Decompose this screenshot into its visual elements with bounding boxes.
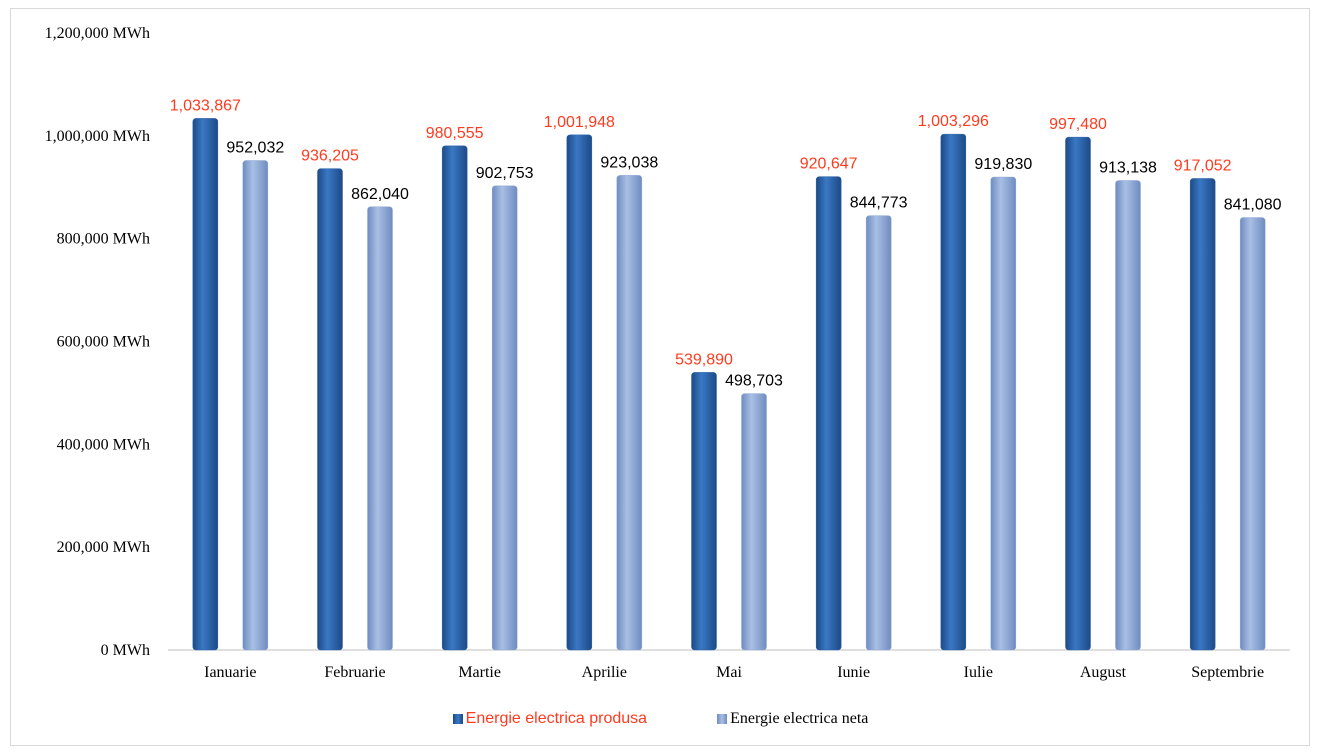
- value-labels: 1,033,867 952,032 936,205 862,040 980,555 902…: [170, 97, 1282, 389]
- y-tick-label: 600,000 MWh: [57, 334, 150, 351]
- value-label-produsa: 539,890: [675, 351, 733, 368]
- value-label-produsa: 980,555: [426, 125, 484, 142]
- category-labels: Ianuarie Februarie Martie Aprilie Mai Iunie Iu…: [204, 664, 1264, 681]
- value-label-produsa: 917,052: [1174, 157, 1232, 174]
- legend-label-produsa: Energie electrica produsa: [465, 710, 648, 727]
- x-category-label: Februarie: [324, 664, 385, 681]
- bar-neta: [865, 215, 892, 651]
- y-tick-label: 400,000 MWh: [57, 436, 150, 453]
- x-category-label: Iulie: [964, 664, 993, 681]
- y-tick-label: 1,200,000 MWh: [45, 25, 150, 42]
- bars: [192, 118, 1266, 651]
- value-label-produsa: 997,480: [1049, 116, 1107, 133]
- value-label-produsa: 1,003,296: [918, 113, 989, 130]
- value-label-neta: 902,753: [476, 165, 534, 182]
- bar-neta: [616, 175, 643, 651]
- legend-item-produsa: Energie electrica produsa: [452, 710, 648, 728]
- value-label-produsa: 1,001,948: [544, 114, 615, 131]
- bar-produsa: [1189, 178, 1216, 651]
- legend-item-neta: Energie electrica neta: [717, 710, 868, 728]
- value-label-produsa: 1,033,867: [170, 97, 241, 114]
- bar-neta: [741, 393, 767, 651]
- legend-swatch-neta: [717, 714, 728, 724]
- bar-produsa: [691, 372, 717, 651]
- value-label-neta: 913,138: [1099, 159, 1157, 176]
- value-label-neta: 862,040: [351, 186, 409, 203]
- value-label-produsa: 920,647: [800, 156, 858, 173]
- legend-label-neta: Energie electrica neta: [730, 710, 869, 727]
- bar-produsa: [317, 168, 343, 651]
- x-category-label: Ianuarie: [204, 664, 256, 681]
- bar-produsa: [815, 176, 842, 651]
- bar-neta: [1115, 180, 1141, 651]
- y-tick-label: 0 MWh: [101, 642, 150, 659]
- bar-produsa: [441, 145, 468, 651]
- x-category-label: Mai: [716, 664, 742, 681]
- value-label-neta: 923,038: [600, 154, 658, 171]
- bar-neta: [367, 206, 393, 651]
- bar-produsa: [192, 118, 219, 651]
- x-category-label: Aprilie: [582, 664, 627, 681]
- bar-neta: [1239, 217, 1266, 651]
- chart-frame: [10, 8, 1310, 746]
- value-label-neta: 498,703: [725, 373, 783, 390]
- legend-swatch-produsa: [452, 714, 463, 724]
- bar-neta: [491, 185, 518, 651]
- x-category-label: Martie: [458, 664, 501, 681]
- value-label-produsa: 936,205: [301, 148, 359, 165]
- y-axis-tick-labels: 0 MWh 200,000 MWh 400,000 MWh 600,000 MWh 80…: [45, 25, 150, 659]
- value-label-neta: 919,830: [974, 156, 1032, 173]
- bar-produsa: [1065, 136, 1091, 651]
- legend: Energie electrica produsa Energie electr…: [0, 710, 1321, 728]
- value-label-neta: 844,773: [850, 195, 908, 212]
- value-label-neta: 952,032: [226, 139, 284, 156]
- bar-produsa: [940, 133, 967, 651]
- x-category-label: Iunie: [837, 664, 870, 681]
- bar-neta: [990, 176, 1017, 651]
- x-category-label: August: [1080, 664, 1127, 681]
- bar-neta: [242, 160, 269, 651]
- bar-produsa: [566, 134, 593, 651]
- x-category-label: Septembrie: [1191, 664, 1264, 681]
- value-label-neta: 841,080: [1224, 197, 1282, 214]
- y-tick-label: 200,000 MWh: [57, 539, 150, 556]
- y-tick-label: 1,000,000 MWh: [45, 128, 150, 145]
- y-tick-label: 800,000 MWh: [57, 231, 150, 248]
